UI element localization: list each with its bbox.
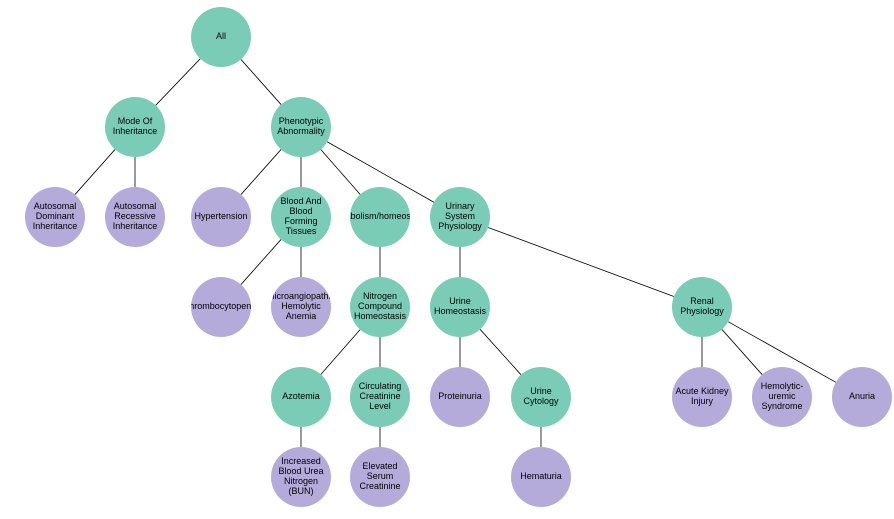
edge bbox=[480, 329, 521, 374]
node-azot: Azotemia bbox=[271, 367, 331, 427]
node-hus: Hemolytic-uremic Syndrome bbox=[752, 367, 812, 427]
node-metab: Metabolism/homeostasis bbox=[350, 187, 410, 247]
node-label: Renal Physiology bbox=[674, 297, 730, 317]
node-ari: Autosomal Recessive Inheritance bbox=[105, 187, 165, 247]
edge bbox=[156, 59, 201, 106]
node-label: Increased Blood Urea Nitrogen (BUN) bbox=[273, 457, 329, 497]
node-bun: Increased Blood Urea Nitrogen (BUN) bbox=[271, 447, 331, 507]
node-label: Proteinuria bbox=[438, 392, 482, 402]
node-adi: Autosomal Dominant Inheritance bbox=[25, 187, 85, 247]
node-circcreat: Circulating Creatinine Level bbox=[350, 367, 410, 427]
edge bbox=[321, 330, 360, 375]
node-label: Autosomal Dominant Inheritance bbox=[27, 202, 83, 232]
node-blood: Blood And Blood Forming Tissues bbox=[271, 187, 331, 247]
node-label: Anuria bbox=[849, 392, 875, 402]
node-label: All bbox=[216, 32, 226, 42]
node-all: All bbox=[191, 7, 251, 67]
node-label: Metabolism/homeostasis bbox=[350, 212, 410, 222]
node-label: Nitrogen Compound Homeostasis bbox=[352, 292, 408, 322]
edge bbox=[722, 329, 762, 374]
edge-layer bbox=[0, 0, 894, 519]
node-label: Azotemia bbox=[282, 392, 320, 402]
node-hematuria: Hematuria bbox=[511, 447, 571, 507]
node-urinehom: Urine Homeostasis bbox=[430, 277, 490, 337]
node-label: Circulating Creatinine Level bbox=[352, 382, 408, 412]
node-label: Blood And Blood Forming Tissues bbox=[273, 197, 329, 237]
node-nitrogen: Nitrogen Compound Homeostasis bbox=[350, 277, 410, 337]
node-moi: Mode Of Inheritance bbox=[105, 97, 165, 157]
node-label: Elevated Serum Creatinine bbox=[352, 462, 408, 492]
node-aki: Acute Kidney Injury bbox=[672, 367, 732, 427]
node-label: Urinary System Physiology bbox=[432, 202, 488, 232]
node-label: Autosomal Recessive Inheritance bbox=[107, 202, 163, 232]
edge bbox=[321, 150, 360, 195]
edge bbox=[488, 227, 674, 296]
node-thrombo: Thrombocytopenia bbox=[191, 277, 251, 337]
node-label: Mode Of Inheritance bbox=[107, 117, 163, 137]
edge bbox=[241, 149, 281, 194]
node-label: Acute Kidney Injury bbox=[674, 387, 730, 407]
node-urinecyt: Urine Cytology bbox=[511, 367, 571, 427]
node-maha: Microangiopathic Hemolytic Anemia bbox=[271, 277, 331, 337]
node-urinary: Urinary System Physiology bbox=[430, 187, 490, 247]
node-pheno: Phenotypic Abnormality bbox=[271, 97, 331, 157]
edge bbox=[241, 239, 281, 284]
node-label: Urine Homeostasis bbox=[432, 297, 488, 317]
node-label: Hematuria bbox=[520, 472, 562, 482]
edge bbox=[75, 149, 115, 194]
edge bbox=[241, 59, 281, 104]
node-anuria: Anuria bbox=[832, 367, 892, 427]
node-label: Hypertension bbox=[194, 212, 247, 222]
node-htn: Hypertension bbox=[191, 187, 251, 247]
node-label: Microangiopathic Hemolytic Anemia bbox=[271, 292, 331, 322]
node-renal: Renal Physiology bbox=[672, 277, 732, 337]
node-elevcreat: Elevated Serum Creatinine bbox=[350, 447, 410, 507]
node-label: Phenotypic Abnormality bbox=[273, 117, 329, 137]
node-label: Hemolytic-uremic Syndrome bbox=[754, 382, 810, 412]
node-protein: Proteinuria bbox=[430, 367, 490, 427]
node-label: Thrombocytopenia bbox=[191, 302, 251, 312]
node-label: Urine Cytology bbox=[513, 387, 569, 407]
